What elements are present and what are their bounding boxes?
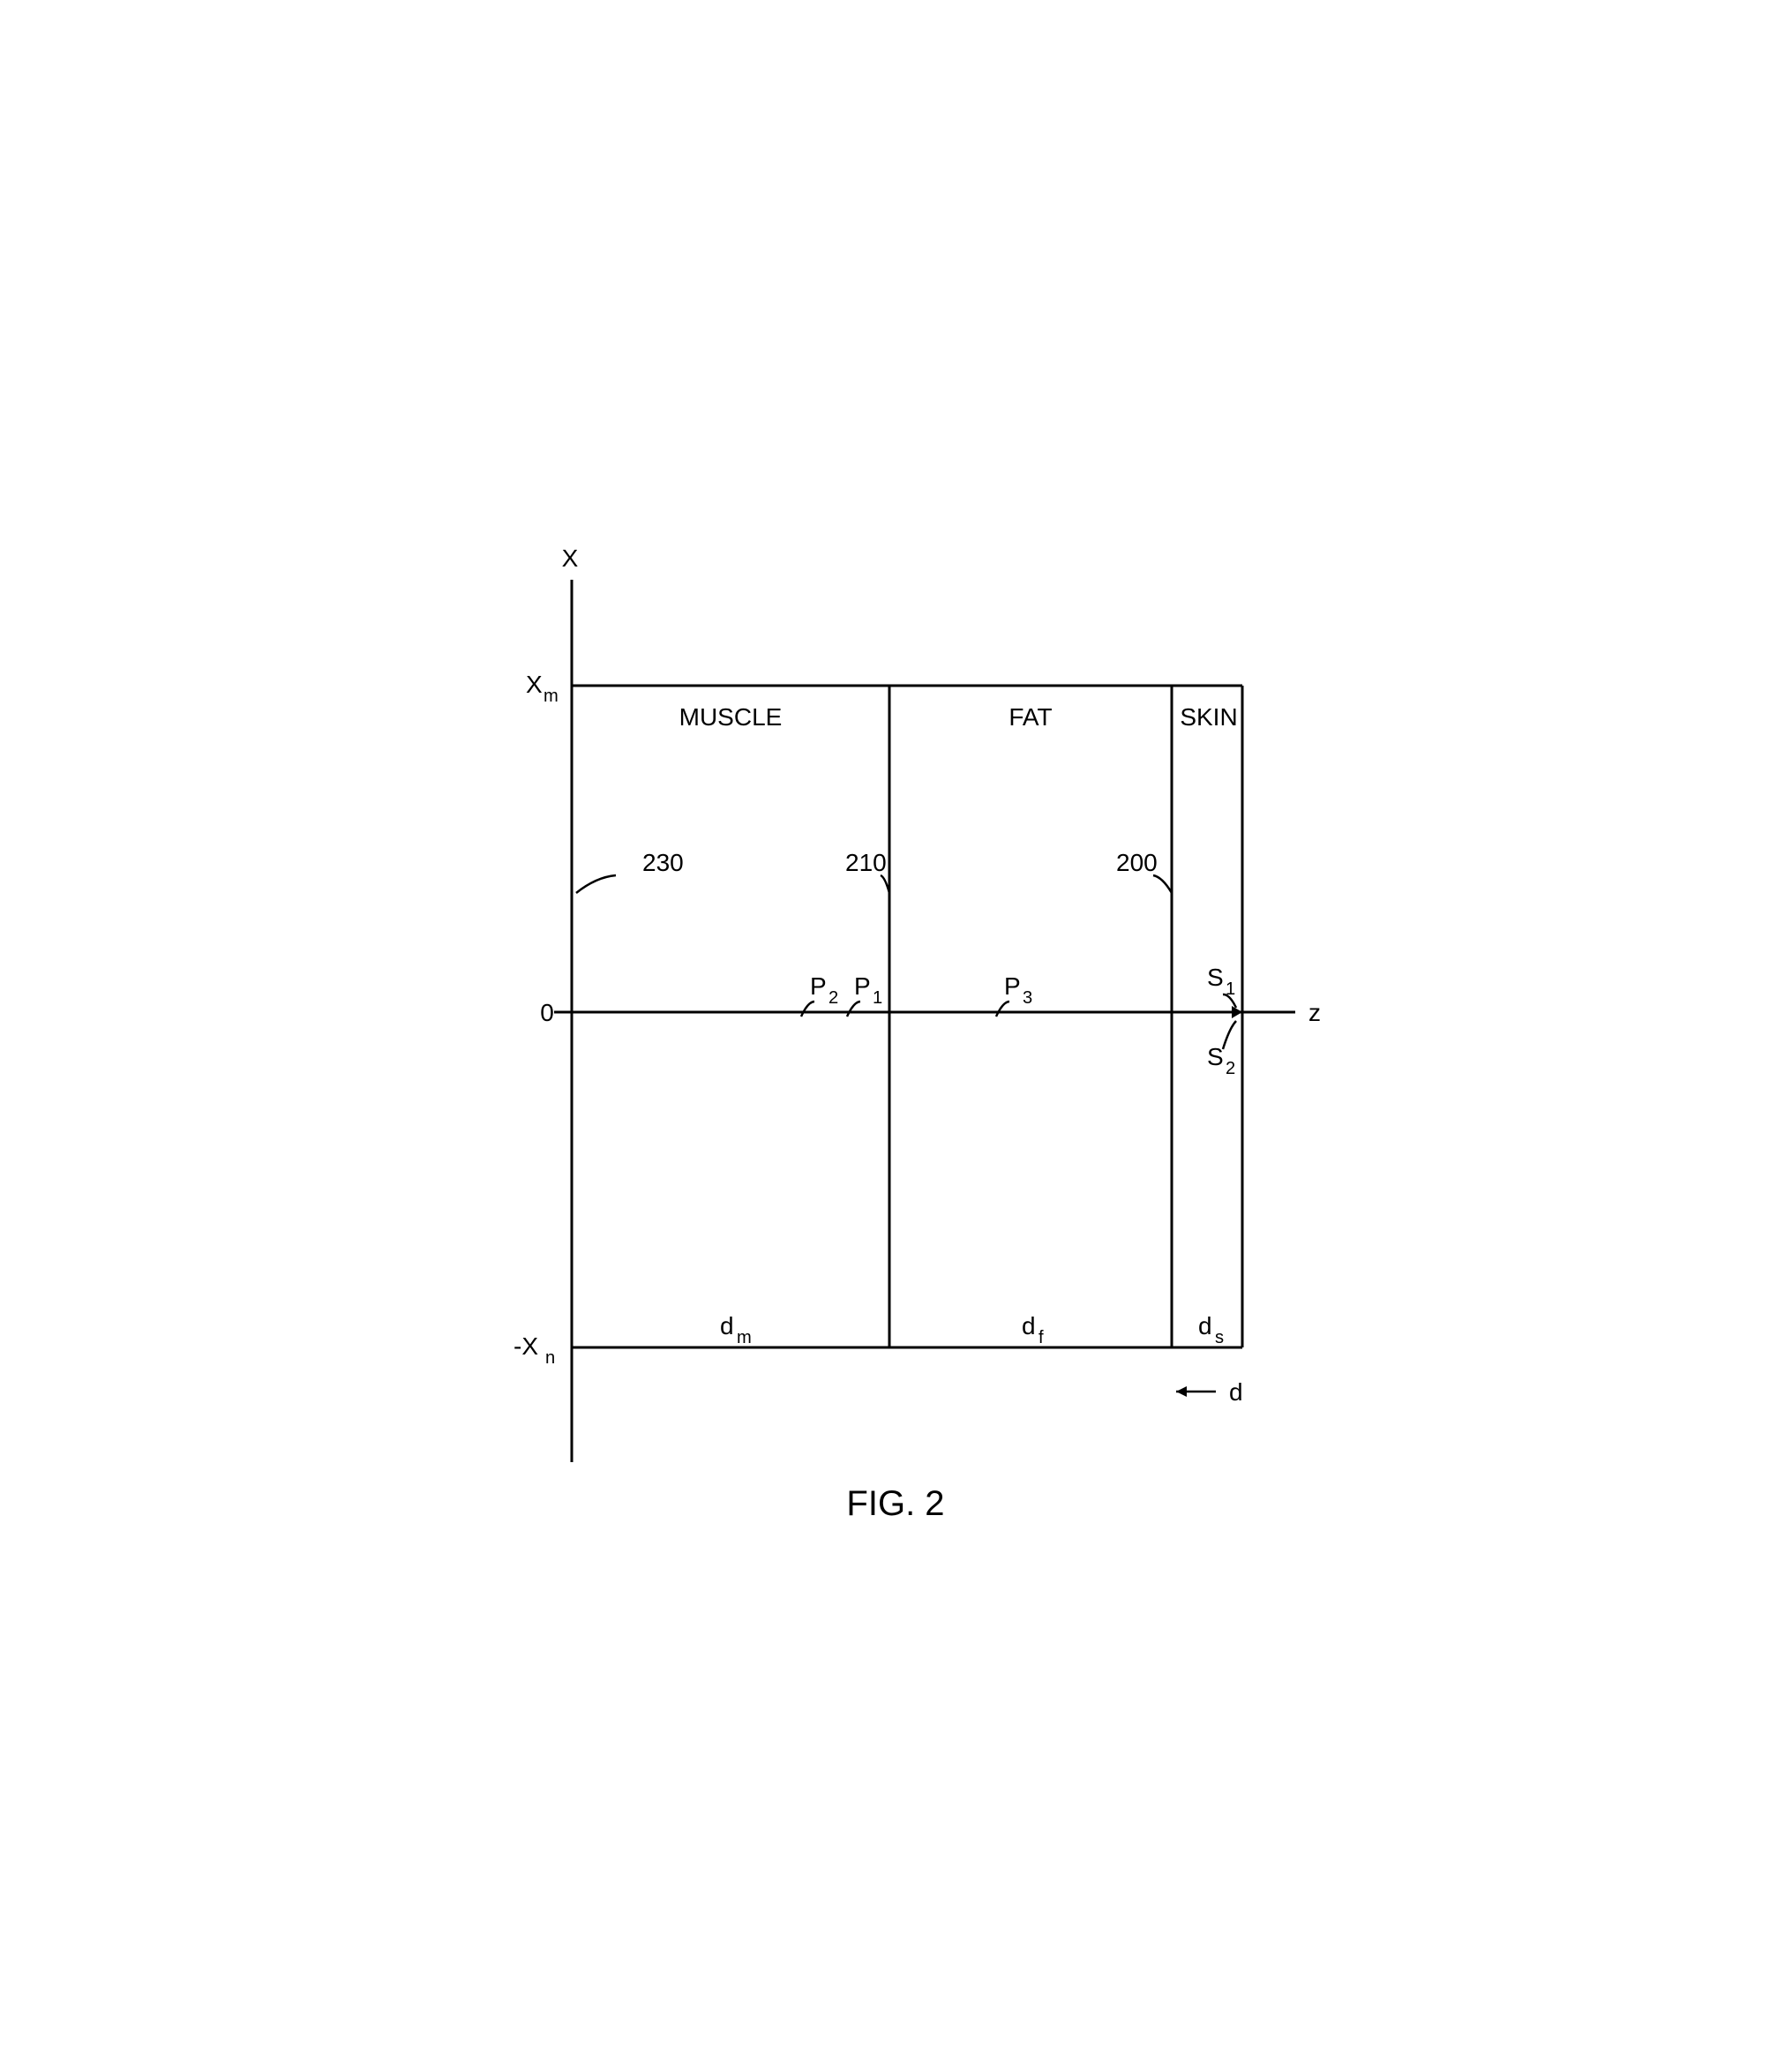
tick-zero: 0 [540,999,554,1026]
point-p3: P [1004,972,1021,1000]
region-label-muscle: MUSCLE [679,703,783,731]
point-p2-sub: 2 [829,988,838,1008]
point-s2-sub: 2 [1226,1059,1235,1078]
point-p2: P [810,972,827,1000]
arrow-label-d: d [1229,1378,1243,1406]
point-p1-sub: 1 [873,988,882,1008]
diagram-container: XzXm0-XnMUSCLEFATSKIN230210200P2P1P3S1S2… [448,518,1344,1553]
figure-caption: FIG. 2 [846,1484,944,1523]
region-label-skin: SKIN [1180,703,1237,731]
point-p1: P [854,972,871,1000]
bottom-label-ds: d [1198,1312,1212,1339]
axis-label-x: X [562,544,579,572]
point-p3-sub: 3 [1023,988,1032,1008]
bottom-label-df: d [1022,1312,1036,1339]
refnum-r210: 210 [845,849,887,876]
bottom-label-dm: d [720,1312,734,1339]
tick-xm-sub: m [544,687,559,706]
bottom-label-df-sub: f [1038,1328,1044,1347]
bottom-label-ds-sub: s [1215,1328,1224,1347]
schematic-diagram: XzXm0-XnMUSCLEFATSKIN230210200P2P1P3S1S2… [448,518,1344,1553]
bottom-label-dm-sub: m [737,1328,752,1347]
region-label-fat: FAT [1008,703,1052,731]
tick-neg-xn: -X [514,1332,538,1360]
refnum-r230: 230 [642,849,684,876]
refnum-r200: 200 [1116,849,1158,876]
point-s1: S [1207,964,1224,991]
tick-xm: X [526,671,543,698]
tick-neg-xn-sub: n [545,1348,555,1368]
point-s2: S [1207,1043,1224,1070]
axis-label-z: z [1308,999,1321,1026]
